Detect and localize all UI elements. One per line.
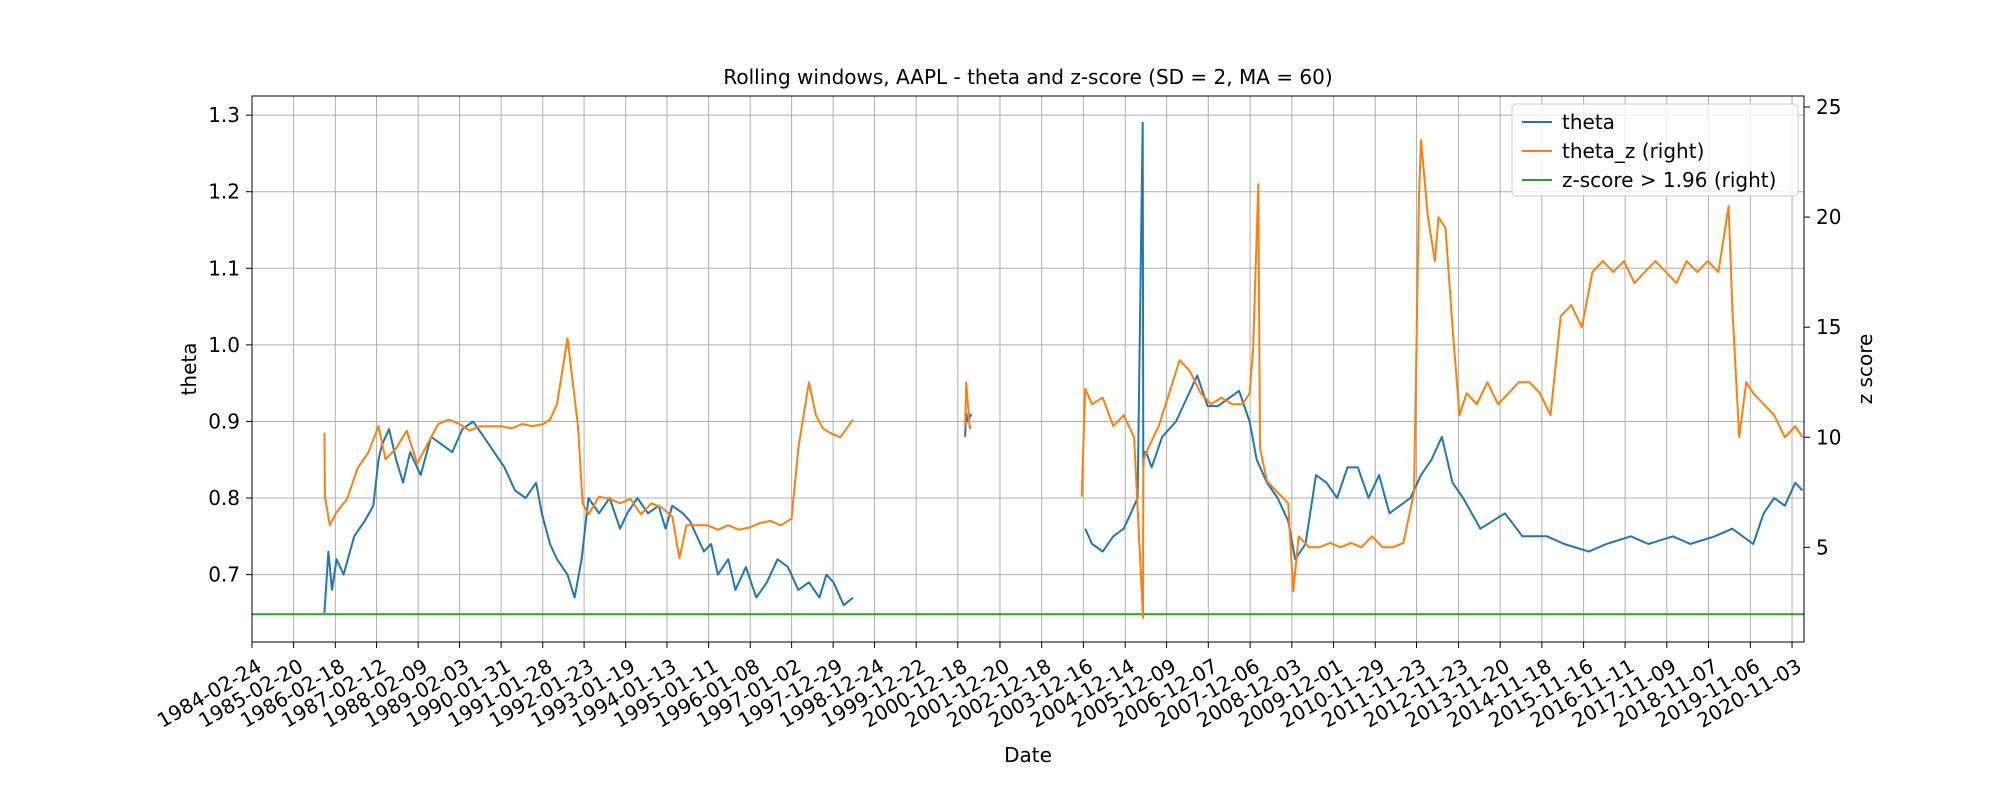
legend-label-theta: theta <box>1562 110 1615 134</box>
right-y-axis-ticks: 5 10 15 20 25 <box>1804 95 1841 559</box>
y-tick-label: 1.0 <box>208 333 240 357</box>
y-tick-label: 0.8 <box>208 486 240 510</box>
right-y-tick-label: 5 <box>1816 535 1829 559</box>
legend-box <box>1511 103 1799 197</box>
series-line-theta-z-right- <box>1080 139 1804 619</box>
series-line-theta-z-right- <box>323 337 854 560</box>
right-y-tick-label: 15 <box>1816 315 1841 339</box>
legend: theta theta_z (right) z-score > 1.96 (ri… <box>1511 103 1799 197</box>
y-tick-label: 1.1 <box>208 256 240 280</box>
x-axis-title: Date <box>1004 743 1052 767</box>
series-line-theta <box>323 420 854 613</box>
right-y-tick-label: 10 <box>1816 425 1841 449</box>
y-tick-label: 1.2 <box>208 180 240 204</box>
plot-frame <box>251 95 1805 643</box>
plot-series <box>252 121 1804 619</box>
y-tick-label: 0.7 <box>208 563 240 587</box>
y-tick-label: 1.3 <box>208 103 240 127</box>
right-y-axis-title: z score <box>1853 334 1877 405</box>
right-y-tick-label: 20 <box>1816 205 1841 229</box>
legend-label-theta-z: theta_z (right) <box>1562 139 1704 163</box>
y-axis-title: theta <box>177 343 201 396</box>
series-line-theta-z-right- <box>964 381 973 430</box>
y-tick-label: 0.9 <box>208 409 240 433</box>
chart-title: Rolling windows, AAPL - theta and z-scor… <box>723 65 1332 89</box>
y-axis-ticks: 0.7 0.8 0.9 1.0 1.1 1.2 1.3 <box>208 103 252 587</box>
legend-label-z-threshold: z-score > 1.96 (right) <box>1562 168 1776 192</box>
x-axis-ticks: 1984-02-241985-02-201986-02-181987-02-12… <box>153 642 1806 733</box>
right-y-tick-label: 25 <box>1816 95 1841 119</box>
